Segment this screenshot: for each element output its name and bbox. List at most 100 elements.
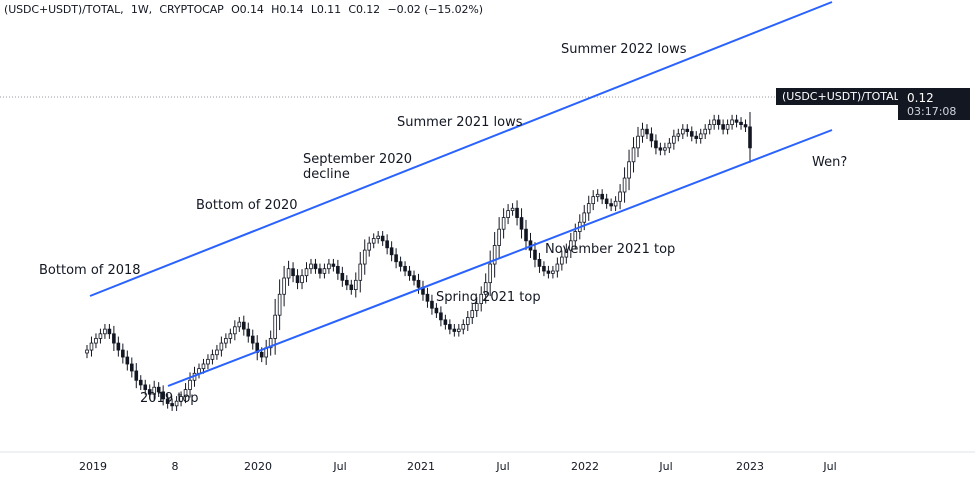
candle-body [595,193,600,198]
symbol-name: (USDC+USDT)/TOTAL, [4,3,124,16]
candle-body [362,249,367,265]
candle-body [219,342,224,351]
candle-body [237,321,242,328]
candle-body [448,324,452,330]
candle-body [353,279,358,291]
candle-body [555,263,560,272]
candle-body [134,370,139,381]
candle-body [743,124,748,128]
candle-body [703,128,708,135]
annotation-label: 2019 top [140,391,199,406]
annotation-label: November 2021 top [545,242,675,257]
candle-body [89,342,94,351]
current-price-value: 0.12 [907,91,934,105]
candle-body [300,275,304,284]
candle-body [412,275,416,281]
candle-body [483,282,488,295]
candle-body [716,119,721,125]
candle-body [152,386,156,395]
candle-body [582,212,587,223]
candle-body [147,389,152,395]
candle-body [681,128,685,135]
candle-body [533,249,537,260]
candle-body [694,135,699,139]
candle-body [116,342,121,351]
candle-body [721,124,725,130]
low-value: L0.11 [310,3,341,16]
candle-body [452,328,457,332]
time-axis-tick-label: 8 [172,460,179,473]
candle-body [434,307,439,314]
candle-body [318,268,322,274]
candle-body [403,265,407,272]
candle-body [389,247,394,256]
candle-body [215,349,219,356]
candle-body [492,245,497,265]
lower-channel-line [167,129,833,387]
candle-body [698,133,703,139]
candle-body [425,293,430,302]
bar-countdown: 03:17:08 [907,105,957,118]
candle-body [465,317,470,325]
candle-body [501,217,506,230]
candle-body [573,231,578,242]
candle-body [394,254,398,263]
time-axis-tick-label: 2021 [407,460,435,473]
symbol-header: (USDC+USDT)/TOTAL, 1W, CRYPTOCAP O0.14 H… [4,3,487,16]
candle-body [380,235,385,242]
candle-body [609,203,613,207]
candle-body [461,324,466,330]
candle-body [627,161,631,179]
time-axis-tick-label: 2019 [79,460,107,473]
current-price-box: 0.12 03:17:08 [898,88,970,120]
time-axis-tick-label: 2020 [244,460,272,473]
annotation-label: Wen? [812,155,847,170]
candle-body [672,135,676,144]
candle-body [371,238,376,244]
candle-body [340,272,345,281]
candle-body [156,386,161,393]
candle-body [385,240,389,249]
candle-body [569,240,573,251]
candle-body [103,328,107,335]
candle-body [622,177,627,193]
annotation-label: September 2020 decline [303,152,412,182]
candle-body [707,124,712,130]
annotation-label: Spring 2021 top [436,290,541,305]
candle-body [506,210,510,218]
annotation-label: Summer 2022 lows [561,42,687,57]
symbol-price-tag: (USDC+USDT)/TOTAL [776,88,906,105]
candle-body [358,263,363,281]
candle-body [613,200,618,207]
candle-body [98,333,103,339]
candle-body [676,133,681,137]
candle-body [636,135,640,149]
candle-body [197,368,201,374]
candle-body [730,119,734,125]
open-value: O0.14 [231,3,264,16]
candle-body [712,119,716,125]
candle-body [331,263,336,267]
candle-body [439,312,443,321]
candle-body [537,259,542,267]
candle-body [94,338,98,344]
candle-body [112,333,116,344]
candle-body [618,191,622,202]
candle-body [165,398,170,404]
candle-body [497,228,501,246]
candle-body [685,128,690,132]
annotation-label: Bottom of 2018 [39,263,141,278]
candle-body [667,142,672,149]
candle-body [107,328,112,335]
time-axis-tick-label: 2022 [571,460,599,473]
candle-body [174,400,179,407]
candle-body [201,363,206,370]
time-axis-tick-label: Jul [822,460,836,473]
candle-body [349,284,354,291]
candle-body [179,396,183,402]
candle-body [282,277,286,295]
candle-body [546,270,551,274]
candle-body [367,242,372,251]
